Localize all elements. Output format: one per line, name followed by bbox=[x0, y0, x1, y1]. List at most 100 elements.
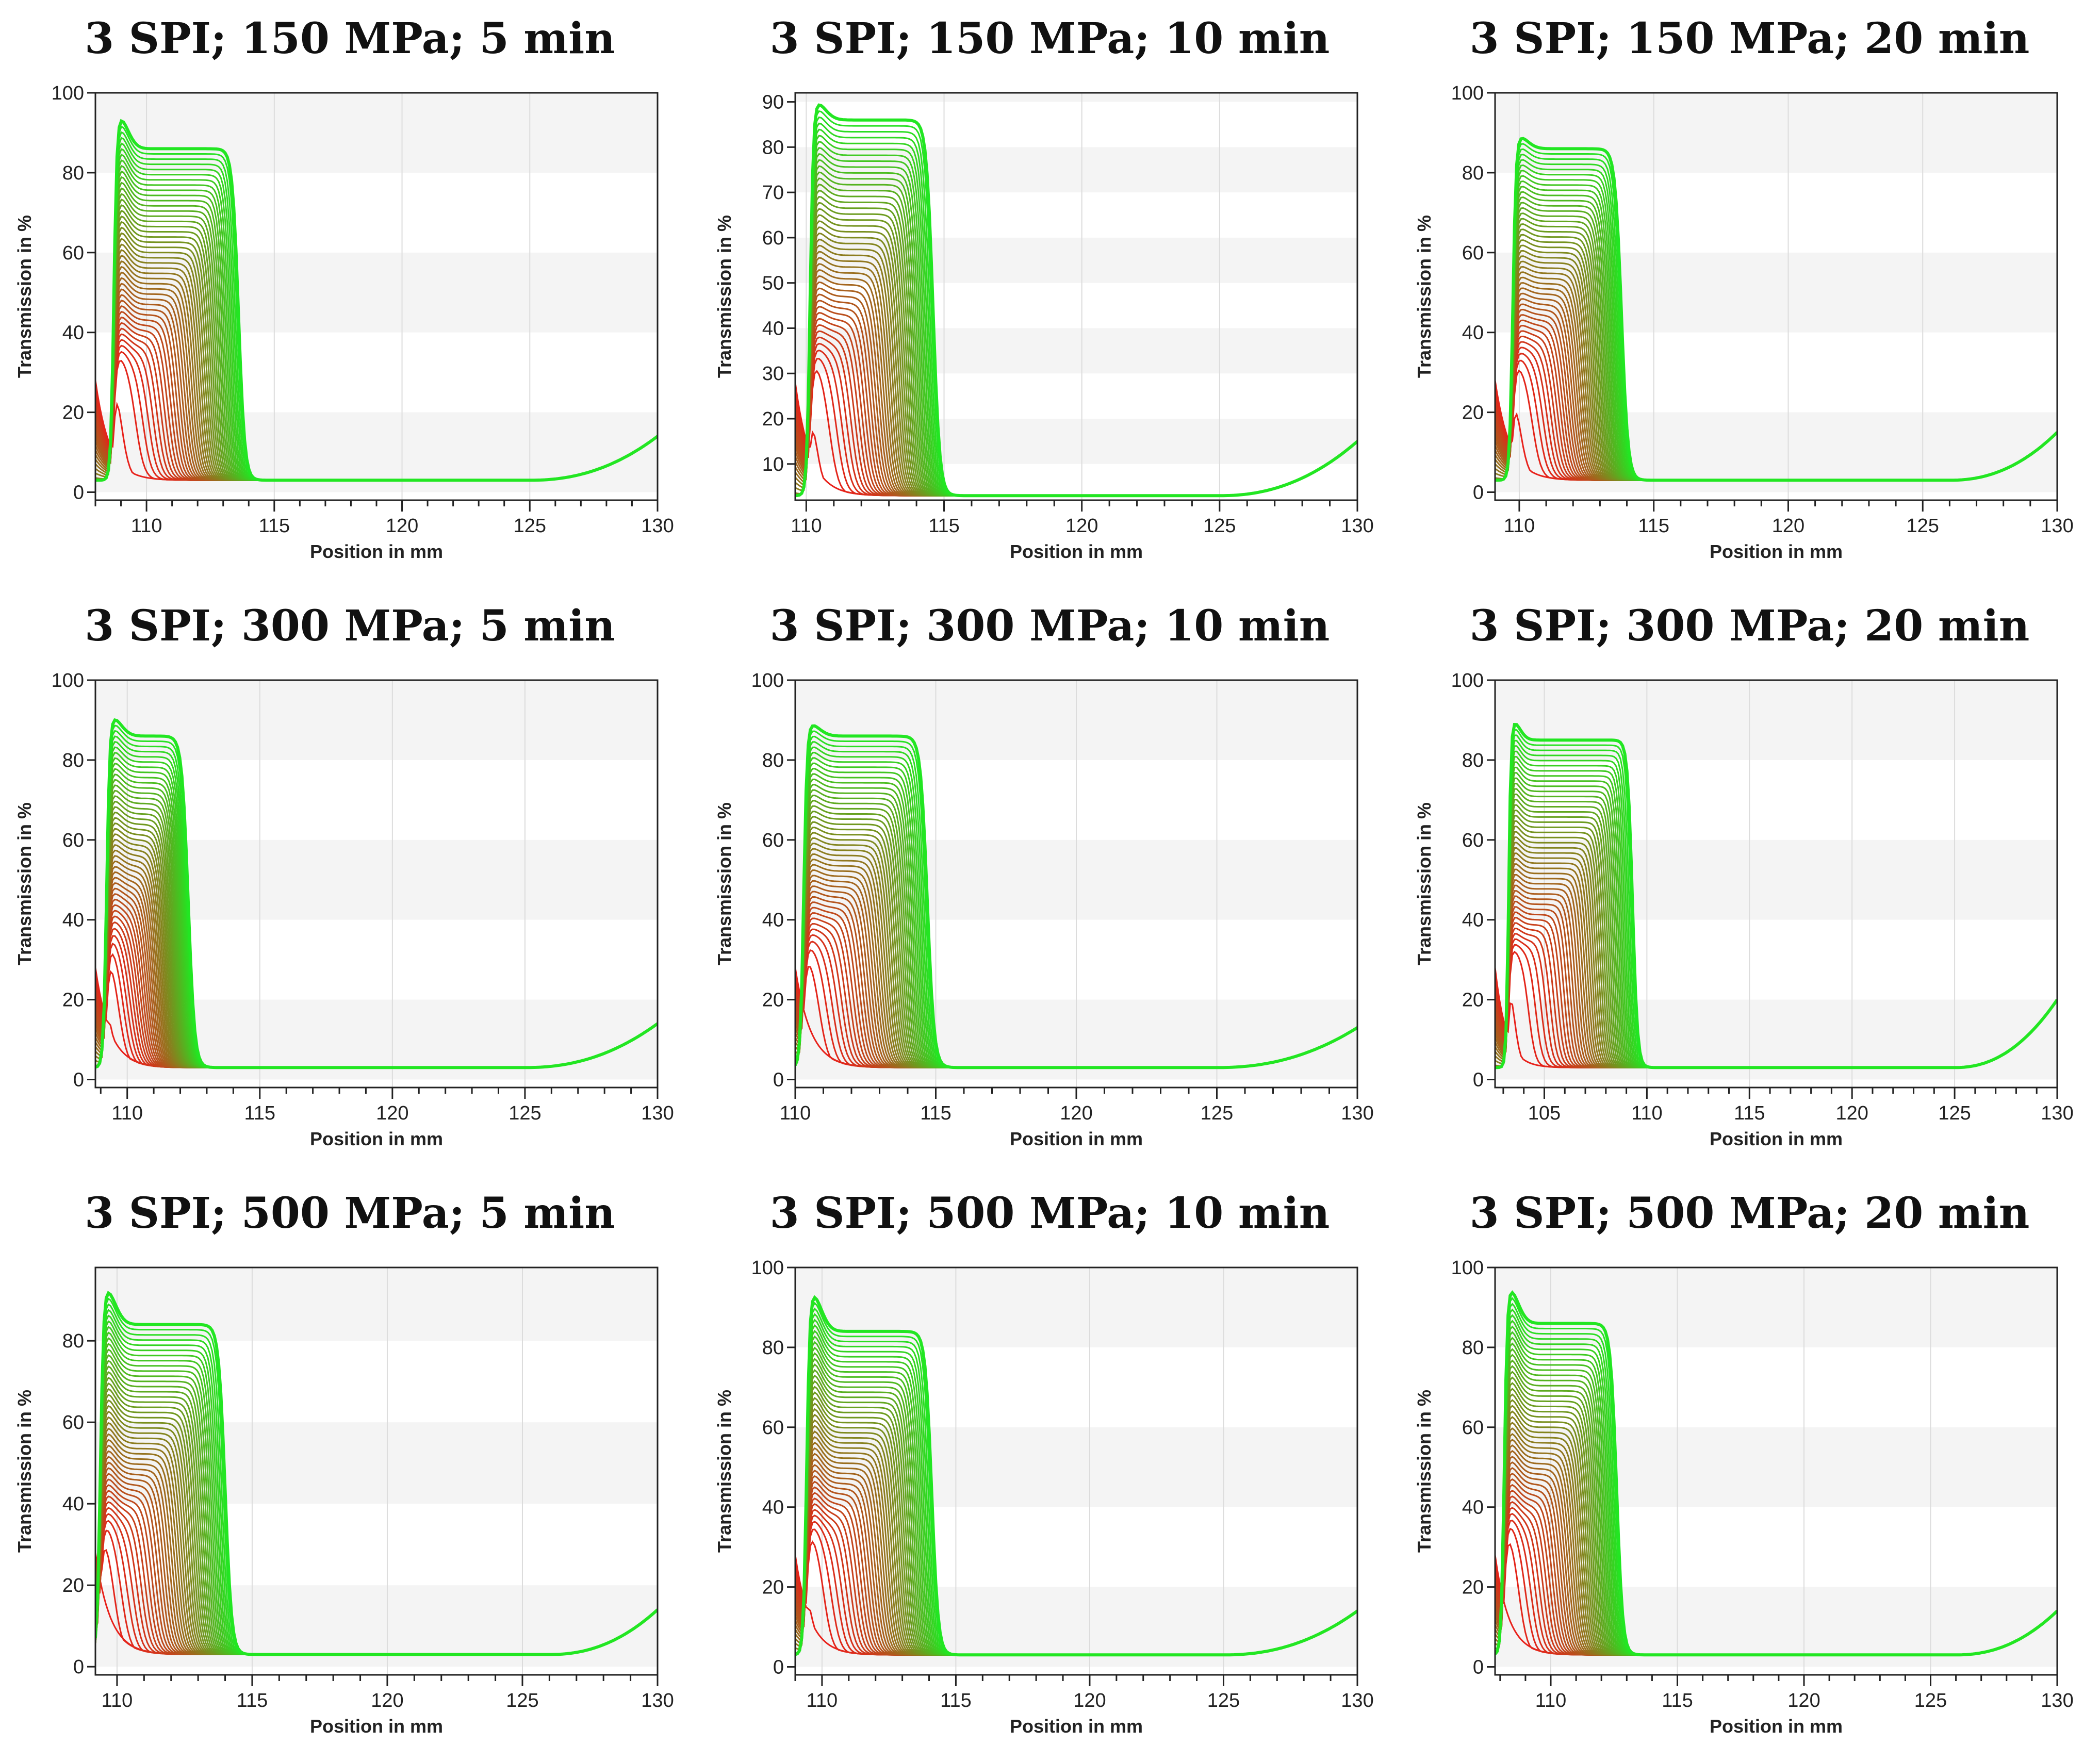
y-tick-label: 60 bbox=[1462, 1417, 1484, 1439]
x-tick-label: 115 bbox=[244, 1102, 275, 1124]
y-tick-label: 80 bbox=[1462, 162, 1484, 184]
y-tick-label: 0 bbox=[73, 1656, 84, 1678]
chart-title: 3 SPI; 500 MPa; 10 min bbox=[769, 1189, 1330, 1238]
y-tick-label: 40 bbox=[62, 322, 84, 344]
x-tick-label: 130 bbox=[2041, 1690, 2073, 1711]
chart-title: 3 SPI; 150 MPa; 10 min bbox=[769, 14, 1330, 63]
x-tick-label: 105 bbox=[1528, 1102, 1561, 1124]
y-tick-label: 20 bbox=[1462, 1577, 1484, 1599]
y-axis-label: Transmission in % bbox=[1414, 215, 1435, 378]
x-tick-label: 125 bbox=[1201, 1102, 1233, 1124]
x-tick-label: 115 bbox=[237, 1690, 268, 1711]
y-tick-label: 60 bbox=[1462, 830, 1484, 851]
y-tick-label: 20 bbox=[762, 408, 784, 430]
chart-panel: 3 SPI; 150 MPa; 10 min 10 20 30 40 50 60 70 80 90… bbox=[700, 0, 1400, 587]
transmission-curve bbox=[795, 293, 1357, 497]
y-tick-label: 20 bbox=[762, 990, 784, 1011]
plot-frame bbox=[1494, 92, 2058, 501]
curve-group bbox=[795, 103, 1357, 498]
x-tick-label: 130 bbox=[2041, 1102, 2073, 1124]
transmission-curve bbox=[95, 119, 658, 482]
y-tick-label: 40 bbox=[1462, 1497, 1484, 1519]
y-axis-label: Transmission in % bbox=[14, 215, 35, 378]
curve-group bbox=[795, 724, 1357, 1069]
y-axis-label: Transmission in % bbox=[714, 802, 735, 965]
y-tick-label: 60 bbox=[62, 1412, 84, 1434]
x-tick-label: 125 bbox=[506, 1690, 538, 1711]
chart-title: 3 SPI; 300 MPa; 10 min bbox=[769, 601, 1330, 651]
x-axis-label: Position in mm bbox=[1710, 541, 1843, 562]
y-tick-label: 0 bbox=[73, 482, 84, 504]
x-tick-label: 120 bbox=[1772, 515, 1804, 537]
x-tick-label: 130 bbox=[1341, 1102, 1373, 1124]
x-tick-label: 120 bbox=[1065, 515, 1098, 537]
y-tick-label: 80 bbox=[762, 137, 784, 158]
y-tick-label: 0 bbox=[1473, 1657, 1484, 1678]
x-tick-label: 130 bbox=[1341, 515, 1373, 537]
y-tick-label: 10 bbox=[762, 454, 784, 475]
x-tick-label: 120 bbox=[1073, 1690, 1106, 1711]
chart-panel: 3 SPI; 500 MPa; 10 min 0 20 40 60 80 100 110 115… bbox=[700, 1175, 1400, 1762]
chart-svg: 0 20 40 60 80 100 110 115 120 125 130 Position in m… bbox=[14, 670, 674, 1149]
y-tick-label: 100 bbox=[751, 1257, 784, 1279]
chart-svg: 0 20 40 60 80 100 105 110 115 120 125 130 Position i… bbox=[1414, 670, 2074, 1149]
plot-frame bbox=[94, 679, 659, 1089]
chart-svg: 0 20 40 60 80 100 110 115 120 125 130 Position in m… bbox=[1414, 1257, 2074, 1737]
y-tick-label: 100 bbox=[52, 670, 84, 691]
y-tick-label: 20 bbox=[62, 990, 84, 1011]
transmission-curve bbox=[795, 103, 1357, 498]
x-axis-label: Position in mm bbox=[310, 541, 443, 562]
y-tick-label: 0 bbox=[1473, 1069, 1484, 1091]
x-tick-label: 110 bbox=[1535, 1690, 1567, 1711]
y-axis-label: Transmission in % bbox=[1414, 1390, 1435, 1553]
transmission-curve bbox=[795, 1295, 1357, 1657]
chart-title: 3 SPI; 300 MPa; 5 min bbox=[85, 601, 615, 651]
chart-panel: 3 SPI; 500 MPa; 5 min 0 20 40 60 80 110 115 120 1… bbox=[0, 1175, 700, 1762]
transmission-curve bbox=[1495, 723, 2057, 1069]
y-axis-label: Transmission in % bbox=[14, 802, 35, 965]
y-tick-label: 80 bbox=[762, 1337, 784, 1359]
x-tick-label: 130 bbox=[641, 1102, 674, 1124]
x-tick-label: 130 bbox=[1341, 1690, 1373, 1711]
x-axis-label: Position in mm bbox=[1710, 1128, 1843, 1149]
x-tick-label: 130 bbox=[641, 1690, 674, 1711]
chart-panel: 3 SPI; 300 MPa; 20 min 0 20 40 60 80 100 105 110… bbox=[1400, 587, 2099, 1175]
y-tick-label: 20 bbox=[62, 1575, 84, 1596]
y-tick-label: 80 bbox=[762, 750, 784, 771]
y-tick-label: 20 bbox=[62, 402, 84, 424]
y-tick-label: 0 bbox=[1473, 482, 1484, 504]
chart-svg: 0 20 40 60 80 100 110 115 120 125 130 Position in m… bbox=[14, 83, 674, 562]
x-tick-label: 115 bbox=[940, 1690, 972, 1711]
x-tick-label: 110 bbox=[807, 1690, 838, 1711]
y-tick-label: 0 bbox=[773, 1657, 784, 1678]
x-axis-label: Position in mm bbox=[1010, 1128, 1143, 1149]
chart-svg: 0 20 40 60 80 100 110 115 120 125 130 Position in m… bbox=[714, 670, 1374, 1149]
x-tick-label: 110 bbox=[111, 1102, 143, 1124]
y-tick-label: 80 bbox=[1462, 750, 1484, 771]
curve-group bbox=[95, 119, 658, 482]
x-tick-label: 120 bbox=[1835, 1102, 1868, 1124]
x-tick-label: 110 bbox=[1504, 515, 1535, 537]
curve-group bbox=[1495, 137, 2057, 482]
y-axis-label: Transmission in % bbox=[714, 215, 735, 378]
chart-svg: 0 20 40 60 80 110 115 120 125 130 Position in mm Tr… bbox=[14, 1266, 674, 1737]
plot-frame bbox=[794, 1266, 1358, 1676]
plot-band bbox=[1495, 93, 2057, 173]
x-tick-label: 115 bbox=[1734, 1102, 1765, 1124]
transmission-curve bbox=[1495, 1290, 2057, 1657]
x-axis-label: Position in mm bbox=[1710, 1716, 1843, 1737]
y-tick-label: 40 bbox=[1462, 910, 1484, 931]
x-tick-label: 130 bbox=[641, 515, 674, 537]
y-tick-label: 0 bbox=[773, 1069, 784, 1091]
y-tick-label: 20 bbox=[1462, 990, 1484, 1011]
transmission-curve bbox=[795, 724, 1357, 1069]
plot-frame bbox=[1494, 1266, 2058, 1676]
x-tick-label: 110 bbox=[780, 1102, 811, 1124]
y-axis-label: Transmission in % bbox=[714, 1390, 735, 1553]
y-tick-label: 40 bbox=[762, 1497, 784, 1519]
y-tick-label: 80 bbox=[62, 162, 84, 184]
y-tick-label: 80 bbox=[62, 750, 84, 771]
plot-band bbox=[95, 93, 658, 173]
x-tick-label: 115 bbox=[1662, 1690, 1693, 1711]
